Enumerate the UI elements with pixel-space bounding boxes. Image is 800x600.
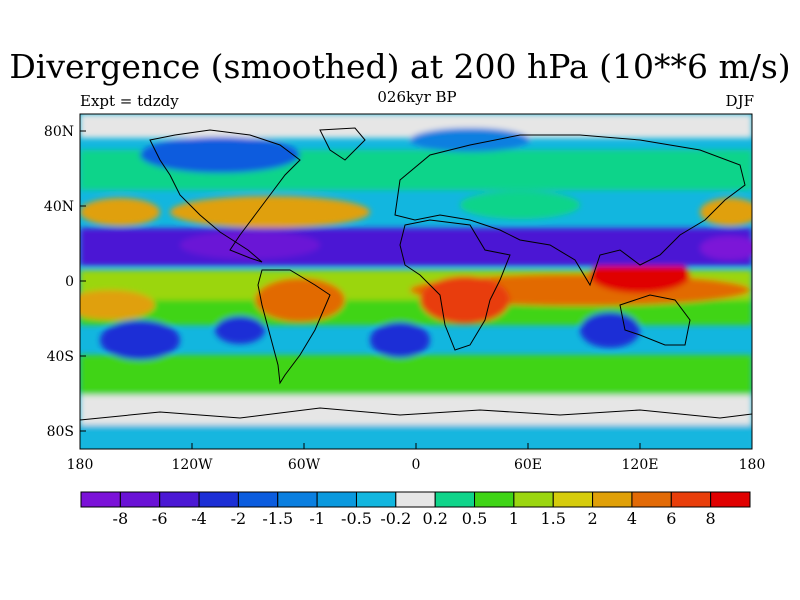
colorbar: -8 -6 -4 -2 -1.5 -1 -0.5 -0.2 0.2 0.5 1 1.5 2 4 6 8: [80, 491, 751, 528]
colorbar-swatch: [710, 491, 751, 508]
colorbar-label: 0.2: [422, 509, 447, 528]
colorbar-label: 6: [666, 509, 676, 528]
x-axis: 180 120W 60W 0 60E 120E 180: [67, 443, 766, 473]
pacific-convergence-core: [700, 236, 752, 260]
southern-ocean-band: [80, 395, 752, 425]
south-pacific-divergence: [80, 290, 155, 320]
colorbar-swatch: [237, 491, 279, 508]
africa-divergence: [420, 276, 510, 324]
y-tick-label: 0: [65, 274, 74, 290]
colorbar-swatch: [513, 491, 554, 508]
arctic-convergence: [410, 128, 530, 152]
colorbar-swatch: [474, 491, 515, 508]
y-axis: 80N 40N 0 40S 80S: [44, 124, 86, 440]
y-tick-label: 80N: [44, 124, 74, 140]
colorbar-swatch: [670, 491, 712, 508]
colorbar-label: -0.5: [341, 509, 372, 528]
colorbar-label: -0.2: [380, 509, 411, 528]
australia-outline: [619, 294, 691, 346]
colorbar-label: -1: [309, 509, 325, 528]
colorbar-label: 8: [706, 509, 716, 528]
coastlines: [80, 127, 752, 421]
greenland-outline: [319, 127, 366, 161]
colorbar-swatch: [631, 491, 672, 508]
north-america-outline: [149, 129, 301, 263]
sh-pacific-convergence: [100, 320, 180, 360]
eurasia-outline: [394, 134, 746, 287]
x-tick-label: 60W: [288, 457, 321, 473]
sh-mid-band: [80, 355, 752, 395]
x-tick-label: 0: [412, 457, 421, 473]
colorbar-swatch: [316, 491, 357, 508]
colorbar-swatch: [395, 491, 436, 508]
africa-outline: [399, 219, 511, 351]
x-tick-label: 60E: [514, 457, 542, 473]
west-pacific-jet-divergence: [700, 198, 752, 226]
colorbar-swatch: [198, 491, 239, 508]
colorbar-label: -1.5: [262, 509, 293, 528]
colorbar-label: -8: [113, 509, 129, 528]
sh-indian-convergence: [580, 312, 640, 348]
sh-atlantic-convergence: [370, 322, 430, 358]
colorbar-label: 1.5: [541, 509, 566, 528]
atlantic-jet-divergence: [170, 196, 370, 228]
colorbar-swatch: [355, 491, 397, 508]
x-tick-label: 180: [67, 457, 94, 473]
plot-title: Divergence (smoothed) at 200 hPa (10**6 …: [9, 47, 791, 86]
colorbar-swatch: [80, 491, 121, 508]
colorbar-label: 0.5: [462, 509, 487, 528]
y-tick-label: 40S: [47, 349, 74, 365]
period-label: 026kyr BP: [377, 88, 457, 106]
antarctica-outline: [80, 407, 752, 421]
colorbar-swatch: [434, 491, 476, 508]
y-tick-label: 80S: [47, 424, 74, 440]
east-pacific-convergence: [215, 316, 265, 344]
south-america-divergence: [255, 278, 345, 322]
colorbar-label: -4: [191, 509, 207, 528]
south-america-outline: [257, 269, 331, 385]
y-tick-label: 40N: [44, 199, 74, 215]
colorbar-swatch: [277, 491, 318, 508]
colorbar-swatch: [592, 491, 633, 508]
colorbar-label: 4: [627, 509, 637, 528]
arctic-region: [80, 114, 752, 138]
contour-fill-layer: [80, 114, 752, 449]
atlantic-convergence-core: [180, 231, 320, 259]
experiment-label: Expt = tdzdy: [80, 92, 179, 110]
x-tick-label: 120W: [171, 457, 213, 473]
pacific-jet-divergence: [80, 198, 160, 226]
colorbar-label: -6: [152, 509, 168, 528]
x-tick-label: 120E: [622, 457, 659, 473]
colorbar-swatch: [552, 491, 594, 508]
season-label: DJF: [725, 92, 754, 110]
colorbar-label: -2: [231, 509, 247, 528]
colorbar-swatch: [159, 491, 200, 508]
asia-mid-band: [460, 191, 580, 219]
colorbar-swatch: [119, 491, 161, 508]
colorbar-label: 1: [509, 509, 519, 528]
x-tick-label: 180: [739, 457, 766, 473]
colorbar-label: 2: [587, 509, 597, 528]
north-america-convergence: [140, 137, 300, 173]
